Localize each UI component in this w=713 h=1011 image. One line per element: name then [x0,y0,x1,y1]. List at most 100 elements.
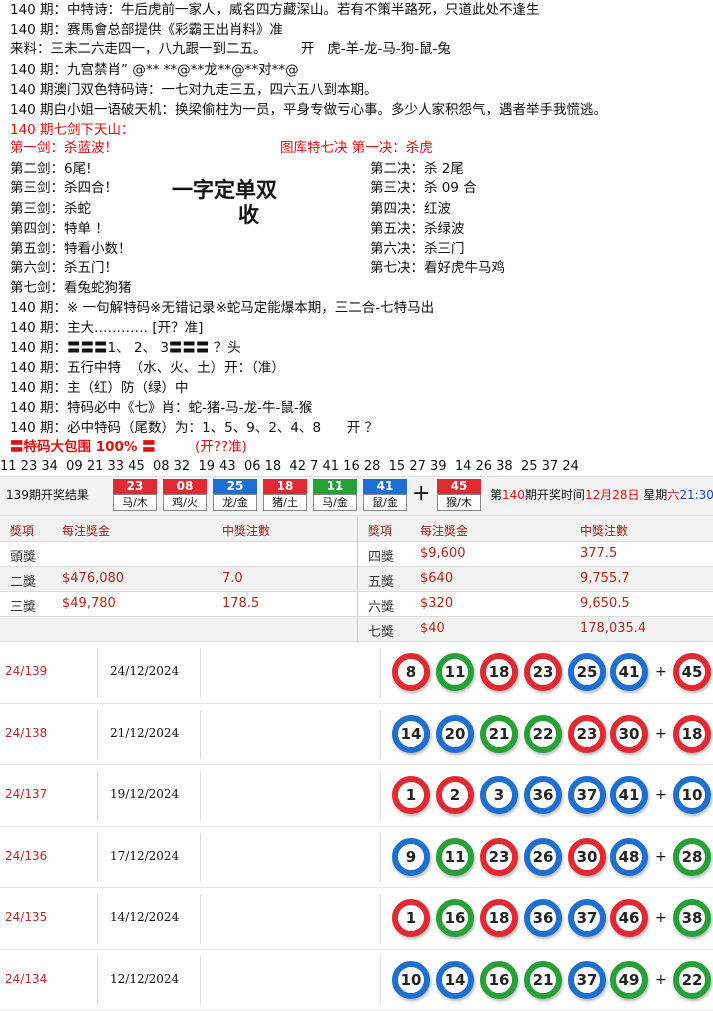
lottery-ball: 16 [436,899,474,937]
plus-sign: + [655,726,667,742]
plus-sign: + [655,664,667,680]
next-draw-part: 第 [490,488,502,502]
column-divider [200,771,201,821]
plus-sign: + [655,972,667,988]
table-header: 每注獎金 [62,522,110,539]
decision-line: 第六决：杀三门 [370,240,465,258]
sword-line: 第六剑：杀五门！ [10,259,118,277]
table-cell: 9,755.7 [580,571,630,586]
text-line: 140 期：主（红）防（绿）中 [10,379,189,397]
lottery-ball: 11 [436,838,474,876]
next-draw-part: 期开奖时间 [525,488,585,502]
lottery-ball: 30 [610,715,648,753]
table-header: 獎項 [368,522,392,539]
column-divider [380,956,381,1006]
next-draw-part: 六 [667,488,679,502]
ball-zodiac: 鼠/金 [363,494,407,511]
sword-line: 第三剑：杀蛇 [10,200,91,218]
decision-line: 第七决：看好虎牛马鸡 [370,259,505,277]
ball-zodiac: 猪/土 [263,494,307,511]
history-row-bg [0,765,713,827]
lottery-ball: 26 [524,838,562,876]
column-divider [380,648,381,698]
table-cell: 六獎 [368,596,394,615]
lottery-ball: 21 [480,715,518,753]
ball-zodiac: 龙/金 [213,494,257,511]
lottery-ball: 36 [524,899,562,937]
history-row-bg [0,827,713,889]
column-divider [97,710,98,760]
lottery-ball: 22 [673,961,711,999]
table-header: 每注獎金 [420,522,468,539]
ball-number: 41 [363,479,407,494]
lottery-ball: 49 [610,961,648,999]
lottery-ball: 20 [436,715,474,753]
lottery-ball: 46 [610,899,648,937]
lottery-ball: 36 [524,776,562,814]
column-divider [200,956,201,1006]
table-cell: $320 [420,596,453,611]
issue: 24/135 [5,910,47,924]
column-divider [97,894,98,944]
history-row-bg [0,704,713,766]
history-row-bg [0,950,713,1011]
ball-number: 11 [313,479,357,494]
ball-number: 25 [213,479,257,494]
lottery-ball: 37 [568,776,606,814]
issue: 24/136 [5,849,47,863]
ball-zodiac: 马/木 [113,494,157,511]
issue: 24/139 [5,664,47,678]
issue: 24/138 [5,726,47,740]
table-cell: $476,080 [62,571,124,586]
lottery-ball: 1 [392,899,430,937]
lottery-ball: 21 [524,961,562,999]
column-divider [97,833,98,883]
sword-line: 第一剑：杀蓝波！ [10,139,118,157]
text-line: 来料：三未二六走四一，八九跟一到二五。 开 虎-羊-龙-马-狗-鼠-兔 [10,40,451,58]
column-divider [380,833,381,883]
column-divider [380,710,381,760]
date: 21/12/2024 [110,726,179,740]
column-divider [380,771,381,821]
lottery-ball: 14 [436,961,474,999]
table-cell: 五獎 [368,571,394,590]
lottery-ball: 11 [436,653,474,691]
lottery-ball: 18 [480,899,518,937]
table-header: 中獎注數 [580,522,628,539]
issue: 24/137 [5,787,47,801]
column-divider [97,956,98,1006]
table-cell: $40 [420,621,445,636]
sword-line: 第二剑：6尾! [10,160,92,178]
banner-note: (开??准) [195,438,247,456]
result-label: 139期开奖结果 [6,486,89,504]
text-line: 140 期：特码必中《七》肖：蛇-猪-马-龙-牛-鼠-猴 [10,399,312,417]
lottery-ball: 38 [673,899,711,937]
ball-number: 08 [163,479,207,494]
table-cell: 7.0 [222,571,243,586]
table-divider [357,517,358,642]
decision-line: 第五决：杀绿波 [370,220,465,238]
ball-zodiac: 猴/木 [437,494,481,511]
ball-number: 18 [263,479,307,494]
table-cell: 178,035.4 [580,621,646,636]
date: 19/12/2024 [110,787,179,801]
table-cell: $49,780 [62,596,116,611]
lottery-ball: 18 [673,715,711,753]
column-divider [380,894,381,944]
table-cell: $9,600 [420,546,466,561]
lottery-ball: 23 [568,715,606,753]
plus-sign: + [655,910,667,926]
text-line: 140 期白小姐一语破天机：换梁偷柱为一员，平身专做亏心事。多少人家积怨气，遇者… [10,101,607,119]
history-row-bg [0,642,713,704]
ball-number: 23 [113,479,157,494]
next-draw: 第140期开奖时间12月28日 星期六21:30 [490,486,713,504]
table-cell: 三獎 [10,596,36,615]
text-line: 140 期：必中特码（尾数）为：1、5、9、2、4、8 开 ？ [10,419,378,437]
column-divider [97,648,98,698]
table-cell: 頭獎 [10,546,36,565]
